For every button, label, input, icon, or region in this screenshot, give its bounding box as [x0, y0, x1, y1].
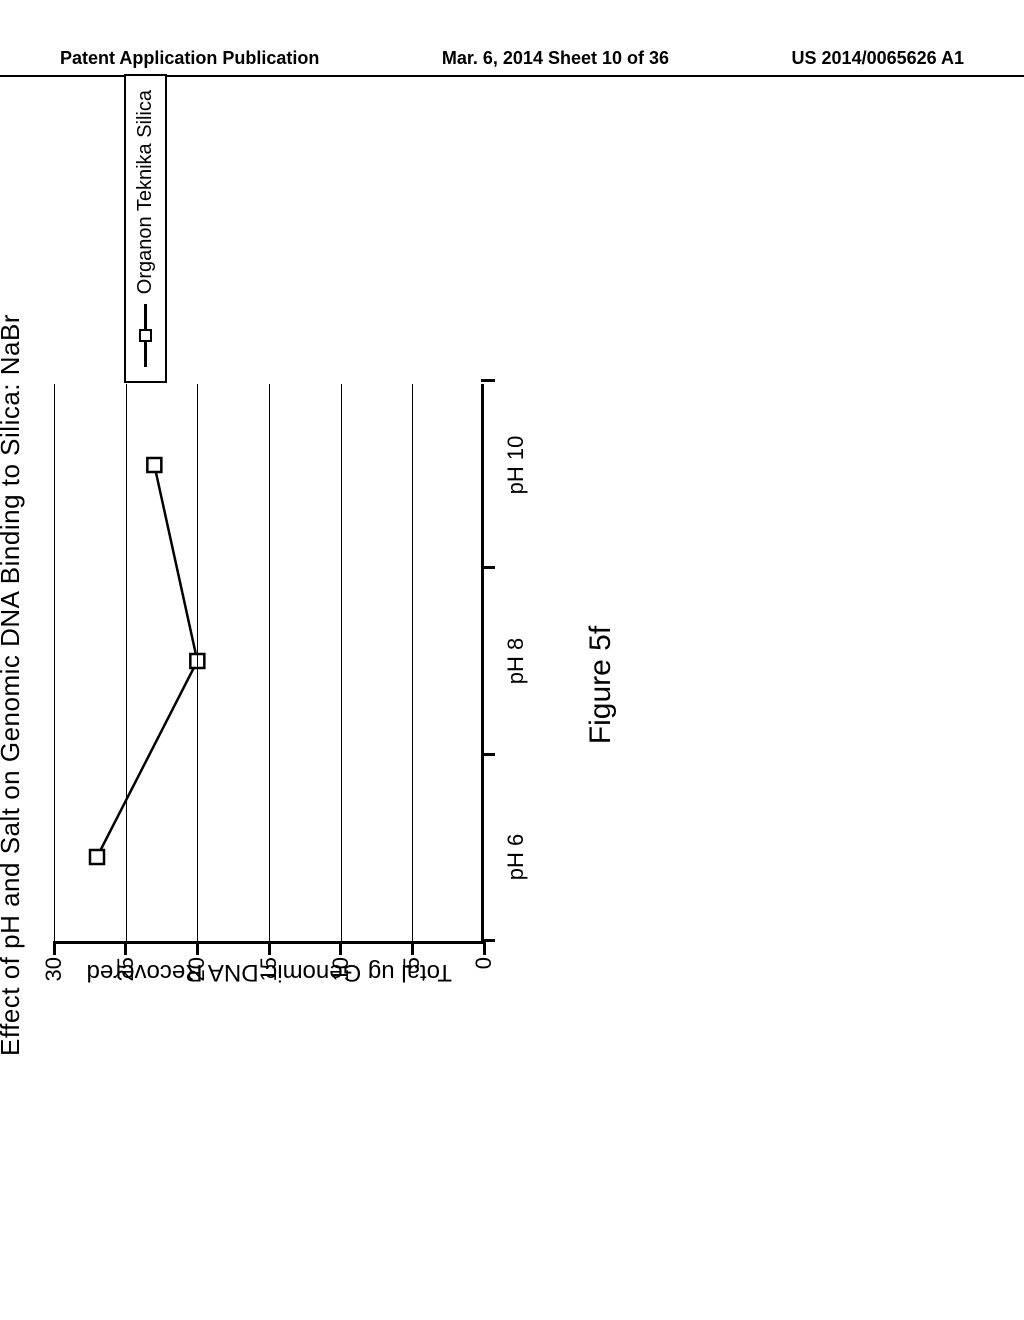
gridline — [126, 384, 127, 941]
x-tick — [481, 380, 495, 383]
y-tick — [53, 941, 56, 955]
gridline — [197, 384, 198, 941]
x-tick-label: pH 8 — [503, 638, 529, 684]
header-right: US 2014/0065626 A1 — [792, 48, 964, 69]
y-tick — [483, 941, 486, 955]
data-marker-icon — [147, 458, 161, 472]
y-tick-label: 0 — [471, 957, 497, 997]
header-center: Mar. 6, 2014 Sheet 10 of 36 — [442, 48, 669, 69]
x-tick — [481, 566, 495, 569]
gridline — [412, 384, 413, 941]
x-tick — [481, 753, 495, 756]
gridline — [269, 384, 270, 941]
plot-svg — [54, 384, 481, 941]
header-left: Patent Application Publication — [60, 48, 319, 69]
y-tick-label: 20 — [184, 957, 210, 997]
y-tick — [268, 941, 271, 955]
y-tick — [196, 941, 199, 955]
legend-sample — [139, 304, 152, 367]
y-tick-label: 10 — [328, 957, 354, 997]
y-tick — [124, 941, 127, 955]
data-marker-icon — [90, 850, 104, 864]
x-tick-label: pH 6 — [503, 834, 529, 880]
y-tick-label: 15 — [256, 957, 282, 997]
legend-line-left — [144, 341, 147, 367]
x-tick-label: pH 10 — [503, 436, 529, 495]
gridline — [54, 384, 55, 941]
y-tick-label: 25 — [113, 957, 139, 997]
plot-area: 051015202530pH 6pH 8pH 10 — [54, 384, 484, 944]
gridline — [341, 384, 342, 941]
figure-caption: Figure 5f — [584, 285, 618, 1085]
chart-row: Total ug Genomic DNA Recovered 051015202… — [54, 285, 484, 1085]
chart-frame: 051015202530pH 6pH 8pH 10 Organon Teknik… — [54, 384, 484, 944]
legend-marker-icon — [139, 329, 152, 342]
y-tick-label: 5 — [399, 957, 425, 997]
y-tick — [339, 941, 342, 955]
chart-title: Effect of pH and Salt on Genomic DNA Bin… — [0, 285, 26, 1085]
legend-line-right — [144, 304, 147, 330]
page-header: Patent Application Publication Mar. 6, 2… — [0, 48, 1024, 77]
y-tick — [411, 941, 414, 955]
legend: Organon Teknika Silica — [124, 74, 167, 383]
series-line — [97, 465, 197, 857]
figure-container: Effect of pH and Salt on Genomic DNA Bin… — [0, 285, 1024, 1085]
x-tick — [481, 940, 495, 943]
y-tick-label: 30 — [41, 957, 67, 997]
legend-label: Organon Teknika Silica — [134, 90, 157, 294]
